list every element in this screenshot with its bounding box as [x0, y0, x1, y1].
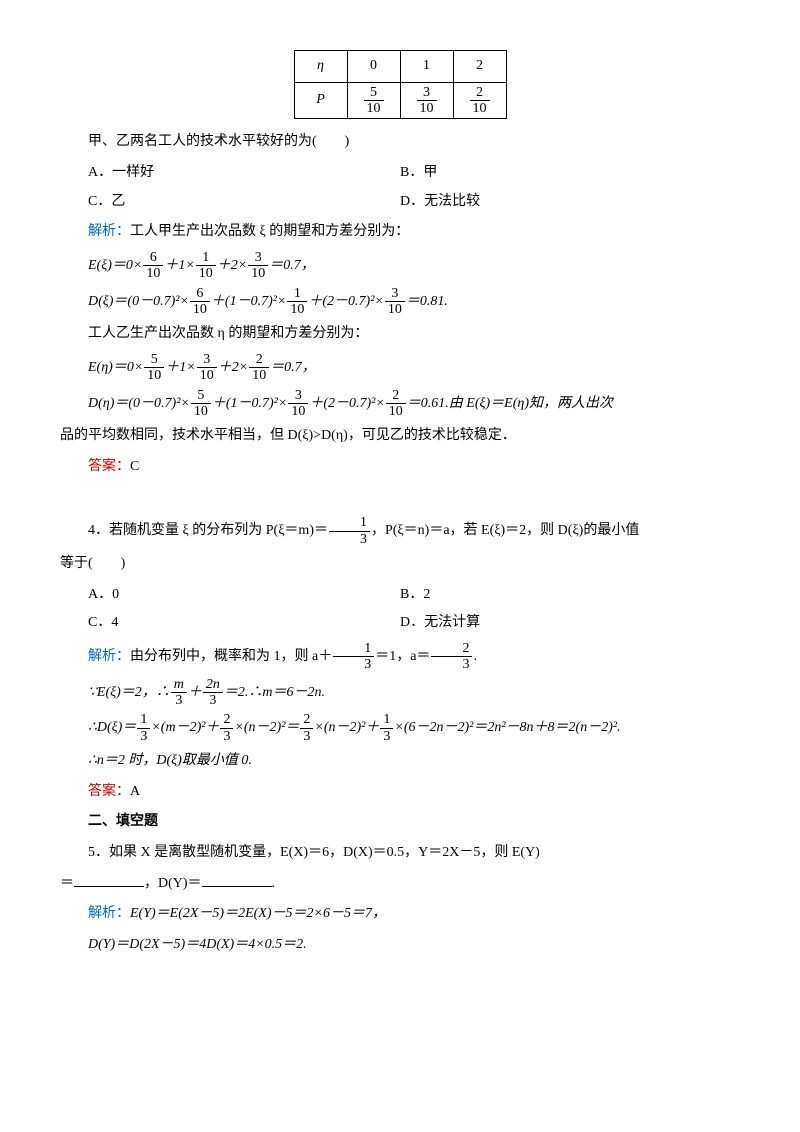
table-cell: η: [294, 51, 347, 83]
analysis-label: 解析：: [88, 906, 130, 921]
q5-analysis-line1: 解析：E(Y)＝E(2X－5)＝2E(X)－5＝2×6－5＝7，: [60, 901, 740, 928]
q4-eq3: ∴n＝2 时，D(ξ)取最小值 0.: [88, 748, 740, 775]
q4-opt-d: D．无法计算: [400, 610, 740, 637]
q4-eq2: ∴D(ξ)＝13×(m－2)²＋23×(n－2)²＝23×(n－2)²＋13×(…: [88, 712, 740, 744]
q3-answer: 答案：C: [60, 454, 740, 481]
q3-analysis-tail: 品的平均数相同，技术水平相当，但 D(ξ)>D(η)，可见乙的技术比较稳定．: [60, 423, 740, 450]
table-cell: P: [294, 82, 347, 119]
table-cell: 210: [453, 82, 506, 119]
table-cell: 0: [347, 51, 400, 83]
q3-stem: 甲、乙两名工人的技术水平较好的为( ): [60, 129, 740, 156]
q3-analysis-line1: 解析：工人甲生产出次品数 ξ 的期望和方差分别为：: [60, 219, 740, 246]
q4-analysis-line1: 解析：由分布列中，概率和为 1，则 a＋13＝1，a＝23.: [60, 641, 740, 673]
blank-2: [202, 872, 272, 887]
q4-eq1: ∵E(ξ)＝2，∴m3＋2n3＝2.∴m＝6－2n.: [88, 677, 740, 709]
q3-opt-c: C．乙: [60, 189, 400, 216]
q3-options-row1: A．一样好 B．甲: [60, 160, 740, 187]
q4-options-row2: C．4 D．无法计算: [60, 610, 740, 637]
q4-stem: 4．若随机变量 ξ 的分布列为 P(ξ＝m)＝13，P(ξ＝n)＝a，若 E(ξ…: [60, 515, 740, 547]
q3-opt-d: D．无法比较: [400, 189, 740, 216]
q3-options-row2: C．乙 D．无法比较: [60, 189, 740, 216]
q3-eq-d-xi: D(ξ)＝(0－0.7)²×610＋(1－0.7)²×110＋(2－0.7)²×…: [88, 286, 740, 318]
q3-opt-a: A．一样好: [60, 160, 400, 187]
analysis-label: 解析：: [88, 649, 130, 664]
table-cell: 2: [453, 51, 506, 83]
q4-options-row1: A．0 B．2: [60, 582, 740, 609]
answer-label: 答案：: [88, 784, 130, 799]
q3-eq-d-eta: D(η)＝(0－0.7)²×510＋(1－0.7)²×310＋(2－0.7)²×…: [88, 388, 740, 420]
q5-analysis-line2: D(Y)＝D(2X－5)＝4D(X)＝4×0.5＝2.: [60, 932, 740, 959]
blank-1: [74, 872, 144, 887]
q4-answer: 答案：A: [60, 779, 740, 806]
q4-stem-tail: 等于( ): [60, 551, 740, 578]
q5-stem-line1: 5．如果 X 是离散型随机变量，E(X)＝6，D(X)＝0.5，Y＝2X－5，则…: [60, 840, 740, 867]
table-cell: 310: [400, 82, 453, 119]
q3-eq-e-eta: E(η)＝0×510＋1×310＋2×210＝0.7，: [88, 352, 740, 384]
q4-opt-a: A．0: [60, 582, 400, 609]
section-2-heading: 二、填空题: [60, 809, 740, 836]
analysis-label: 解析：: [88, 224, 130, 239]
q4-opt-b: B．2: [400, 582, 740, 609]
q4-opt-c: C．4: [60, 610, 400, 637]
table-cell: 1: [400, 51, 453, 83]
q3-opt-b: B．甲: [400, 160, 740, 187]
eta-distribution-table: η 0 1 2 P 510 310 210: [60, 50, 740, 119]
table-cell: 510: [347, 82, 400, 119]
answer-label: 答案：: [88, 459, 130, 474]
q3-analysis-line2: 工人乙生产出次品数 η 的期望和方差分别为：: [60, 321, 740, 348]
q3-eq-e-xi: E(ξ)＝0×610＋1×110＋2×310＝0.7，: [88, 250, 740, 282]
q5-stem-line2: ＝，D(Y)＝.: [60, 871, 740, 898]
